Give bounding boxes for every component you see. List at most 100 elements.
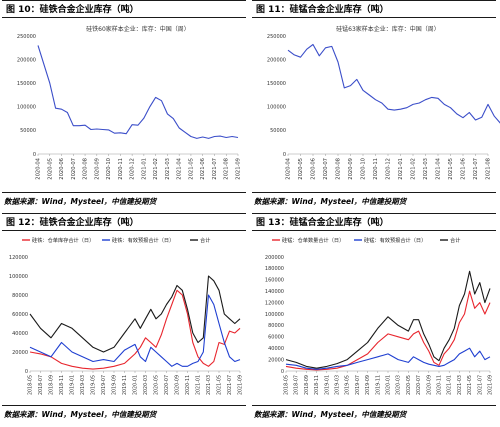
x-tick-label: 2021-01 [398,158,404,180]
x-tick-label: 2020-09 [348,158,354,180]
y-tick-label: 120000 [265,300,284,306]
y-tick-label: 120000 [9,255,28,261]
x-tick-label: 2018-11 [59,375,65,395]
y-tick-label: 160000 [265,278,284,284]
x-tick-label: 2020-09 [94,158,100,180]
x-tick-label: 2021-08 [486,158,492,180]
y-tick-label: 200000 [265,255,284,261]
source-divider [2,405,246,406]
series-line-1 [285,290,491,371]
y-tick-label: 40000 [268,346,284,352]
x-tick-label: 2021-05 [448,158,454,180]
legend-label: 合计 [200,236,210,244]
x-tick-label: 2018-07 [294,375,300,395]
x-tick-label: 2021-09 [488,375,494,395]
y-tick-label: 50000 [20,128,36,134]
series-line-1 [287,43,500,124]
figure-caption: 图 13：硅锰合金企业库存（吨） [256,218,389,228]
x-tick-label: 2020-05 [154,375,160,395]
y-tick-label: 100000 [9,274,28,280]
x-tick-label: 2021-01 [141,158,147,180]
y-tick-label: 140000 [265,289,284,295]
panel-fig13: 图 13：硅锰合金企业库存（吨） 0 20000 40000 60000 80000 10… [250,213,500,426]
x-tick-label: 2021-03 [457,375,463,395]
x-tick-label: 2020-11 [373,158,379,180]
x-tick-label: 2018-05 [28,375,34,395]
legend-label: 硅锰：仓单数量合计（日） [282,236,344,244]
y-tick-label: 0 [283,152,286,158]
chart-title: 硅锰63家样本企业：库存：中国（周） [336,25,440,33]
source-divider [252,405,496,406]
y-tick-label: 0 [33,152,36,158]
x-tick-label: 2020-08 [336,158,342,180]
x-tick-label: 2021-06 [461,158,467,180]
x-tick-label: 2018-09 [304,375,310,395]
x-tick-label: 2021-09 [238,375,244,395]
x-tick-label: 2021-03 [423,158,429,180]
y-tick-label: 100000 [265,312,284,318]
x-tick-label: 2020-05 [406,375,412,395]
x-tick-label: 2020-07 [416,375,422,395]
x-tick-label: 2021-02 [153,158,159,180]
caption-bar: 图 13：硅锰合金企业库存（吨） [252,213,496,231]
x-tick-label: 2019-11 [122,375,128,395]
x-tick-label: 2021-06 [200,158,206,180]
x-tick-label: 2019-03 [335,375,341,395]
y-tick-label: 20000 [12,350,28,356]
series-line-3 [29,275,241,353]
x-tick-label: 2018-07 [38,375,44,395]
x-tick-label: 2018-05 [284,375,290,395]
panel-fig12: 图 12：硅铁合金企业库存（吨） 0 20000 40000 60000 80000 10… [0,213,250,426]
x-tick-label: 2021-07 [473,158,479,180]
y-tick-label: 0 [281,369,284,375]
y-tick-label: 200000 [17,57,36,63]
x-tick-label: 2021-04 [177,157,183,179]
figure-caption: 图 10：硅铁合金企业库存（吨） [6,5,139,15]
x-tick-label: 2020-05 [47,158,53,180]
y-tick-label: 0 [25,369,28,375]
y-tick-label: 60000 [268,335,284,341]
y-tick-label: 180000 [265,266,284,272]
x-tick-label: 2019-01 [70,375,76,395]
x-tick-label: 2019-11 [375,375,381,395]
x-tick-label: 2020-03 [143,375,149,395]
source-note: 数据来源：Wind，Mysteel，中信建投期货 [4,197,157,206]
chart-title: 硅铁60家样本企业：库存：中国（周） [86,25,190,33]
y-tick-label: 40000 [12,331,28,337]
y-tick-label: 250000 [267,34,286,40]
legend-label: 硅铁：有效预报合计（日） [112,236,174,244]
x-tick-label: 2019-03 [80,375,86,395]
source-note: 数据来源：Wind，Mysteel，中信建投期货 [4,410,157,419]
x-tick-label: 2021-07 [477,375,483,395]
x-tick-label: 2021-01 [196,375,202,395]
x-tick-label: 2020-01 [386,375,392,395]
figure-caption: 图 11：硅锰合金企业库存（吨） [256,5,389,15]
x-tick-label: 2021-04 [436,157,442,179]
x-tick-label: 2019-07 [101,375,107,395]
x-tick-label: 2020-10 [361,158,367,180]
legend-label: 硅锰：有效预报合计（日） [364,236,426,244]
source-divider [252,192,496,193]
caption-bar: 图 11：硅锰合金企业库存（吨） [252,0,496,18]
x-tick-label: 2020-12 [130,158,136,180]
x-tick-label: 2021-07 [227,375,233,395]
x-tick-label: 2021-01 [447,375,453,395]
x-tick-label: 2020-09 [175,375,181,395]
x-tick-label: 2020-11 [118,158,124,180]
y-tick-label: 50000 [270,128,286,134]
y-tick-label: 100000 [17,105,36,111]
x-tick-label: 2020-06 [59,158,65,180]
legend-label: 合计 [450,236,460,244]
x-tick-label: 2020-03 [396,375,402,395]
series-line-1 [29,289,241,370]
y-tick-label: 250000 [17,34,36,40]
x-tick-label: 2021-07 [212,158,218,180]
y-tick-label: 20000 [268,357,284,363]
x-tick-label: 2019-09 [365,375,371,395]
x-tick-label: 2020-10 [106,158,112,180]
source-divider [2,192,246,193]
x-tick-label: 2020-01 [133,375,139,395]
x-tick-label: 2020-09 [426,375,432,395]
series-line-2 [285,347,491,370]
x-tick-label: 2020-07 [164,375,170,395]
